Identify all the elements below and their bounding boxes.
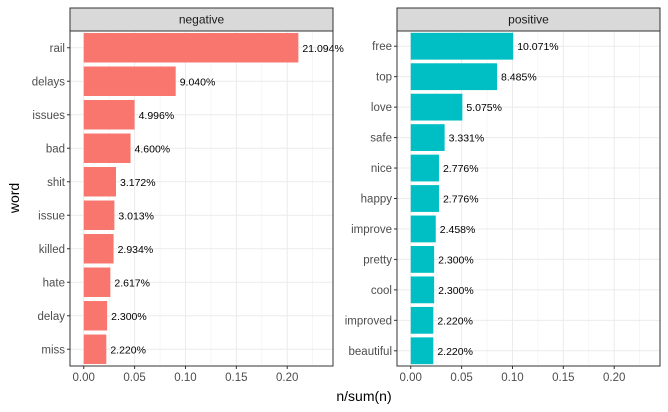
data-label: 5.075%: [466, 102, 502, 114]
x-tick-label: 0.05: [450, 372, 472, 384]
bar-safe: [410, 124, 445, 151]
bar-improved: [410, 306, 434, 334]
panel-border: [396, 30, 661, 367]
y-tick-label: improved: [345, 315, 392, 327]
data-label: 2.300%: [438, 285, 474, 297]
bar-beautiful: [410, 337, 434, 365]
panel-border: [69, 30, 334, 367]
data-label: 10.071%: [517, 41, 558, 53]
y-tick-label: hate: [43, 277, 65, 289]
bar-killed: [83, 234, 114, 264]
bar-miss: [83, 334, 107, 364]
facet-strip-label: negative: [179, 13, 225, 27]
data-label: 2.776%: [443, 163, 479, 175]
x-tick-label: 0.05: [123, 372, 145, 384]
bar-nice: [410, 154, 439, 182]
x-tick-label: 0.15: [552, 372, 574, 384]
y-tick-label: bad: [46, 143, 65, 155]
data-label: 2.776%: [443, 194, 479, 206]
data-label: 2.458%: [440, 224, 476, 236]
data-label: 3.331%: [449, 133, 485, 145]
bar-cool: [410, 276, 435, 304]
x-tick-label: 0.20: [603, 372, 625, 384]
bar-pretty: [410, 246, 435, 273]
y-tick-label: issue: [38, 210, 65, 222]
bar-top: [410, 63, 498, 91]
y-tick-label: delay: [38, 311, 66, 323]
x-tick-label: 0.10: [174, 372, 196, 384]
data-label: 8.485%: [501, 72, 537, 84]
bar-love: [410, 93, 463, 121]
y-axis-title: word: [6, 183, 22, 214]
y-tick-label: pretty: [363, 254, 392, 266]
y-tick-label: beautiful: [349, 346, 392, 358]
x-tick-label: 0.15: [225, 372, 247, 384]
data-label: 2.934%: [118, 244, 154, 256]
data-label: 2.220%: [437, 346, 473, 358]
x-tick-label: 0.20: [276, 372, 298, 384]
data-label: 2.617%: [114, 277, 150, 289]
data-label: 9.040%: [180, 76, 216, 88]
bar-delays: [83, 66, 176, 96]
bar-hate: [83, 267, 111, 297]
y-tick-label: rail: [50, 43, 65, 55]
x-tick-label: 0.10: [501, 372, 523, 384]
facet-strip-label: positive: [508, 13, 549, 27]
data-label: 3.013%: [118, 210, 154, 222]
data-label: 4.996%: [139, 110, 175, 122]
y-tick-label: love: [371, 102, 392, 114]
bar-free: [410, 32, 514, 60]
y-tick-label: delays: [32, 76, 65, 88]
data-label: 3.172%: [120, 177, 156, 189]
bar-issues: [83, 100, 135, 130]
bar-improve: [410, 215, 436, 243]
bar-rail: [83, 33, 299, 63]
data-label: 2.300%: [438, 254, 474, 266]
x-tick-label: 0.00: [400, 372, 422, 384]
facet-1: positive 0.00 0.05 0.10 0.15 0.20 10.071% free 8…: [345, 7, 661, 384]
data-label: 2.220%: [437, 315, 473, 327]
y-tick-label: issues: [32, 110, 65, 122]
data-label: 4.600%: [135, 143, 171, 155]
data-label: 21.094%: [302, 43, 343, 55]
x-tick-label: 0.00: [73, 372, 95, 384]
y-tick-label: shit: [47, 177, 66, 189]
bar-issue: [83, 200, 115, 230]
data-label: 2.300%: [111, 311, 147, 323]
data-label: 2.220%: [110, 344, 146, 356]
y-tick-label: free: [372, 41, 392, 53]
y-tick-label: killed: [39, 244, 65, 256]
y-tick-label: happy: [361, 194, 393, 206]
bar-delay: [83, 301, 108, 331]
x-axis-title: n/sum(n): [336, 388, 391, 404]
y-tick-label: miss: [41, 344, 65, 356]
y-tick-label: nice: [371, 163, 392, 175]
bar-happy: [410, 185, 439, 212]
y-tick-label: safe: [370, 133, 392, 145]
y-tick-label: improve: [351, 224, 392, 236]
y-tick-label: cool: [371, 285, 392, 297]
bar-bad: [83, 133, 131, 163]
bar-shit: [83, 167, 117, 197]
facet-0: negative 0.00 0.05 0.10 0.15 0.20 21.094% rail 9…: [32, 7, 344, 384]
y-tick-label: top: [376, 72, 392, 84]
